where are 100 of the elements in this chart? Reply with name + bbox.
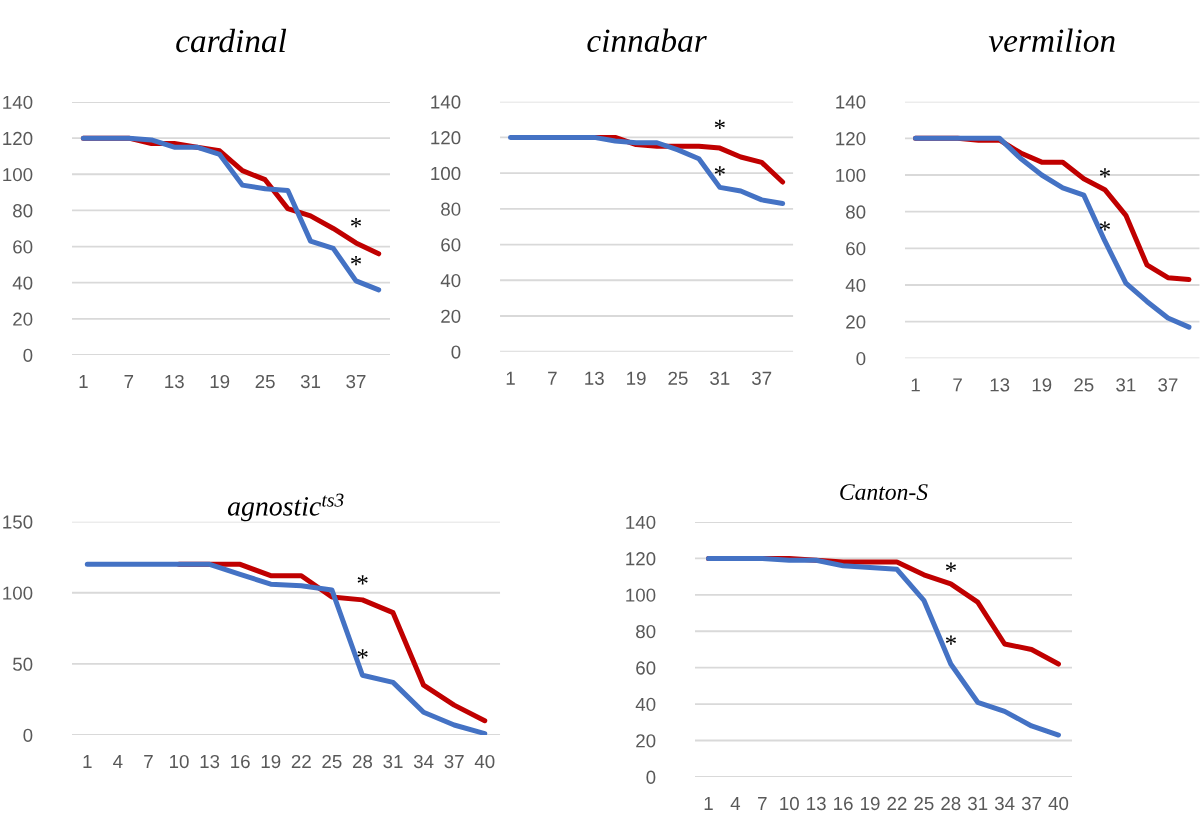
x-tick-label: 7 [953,378,962,392]
y-tick-label: 100 [3,586,33,600]
annotation: * [714,166,725,176]
annotation: * [945,635,956,645]
y-tick-label: 40 [12,276,33,290]
x-tick-label: 25 [1074,378,1094,392]
y-tick-label: 40 [440,273,461,288]
annotation: * [350,218,362,228]
x-tick-label: 31 [1116,378,1136,392]
x-tick-label: 1 [79,375,88,388]
y-tick-label: 100 [626,588,656,602]
y-tick-label: 140 [431,95,461,109]
x-tick-label: 25 [914,796,934,811]
y-tick-label: 150 [3,515,33,529]
y-tick-label: 20 [13,312,33,326]
y-tick-label: 50 [13,657,33,671]
x-tick-label: 22 [291,754,311,768]
chart-title: cinnabar [587,28,707,53]
x-tick-label: 40 [1048,796,1069,811]
y-tick-label: 100 [836,168,866,182]
y-tick-label: 40 [845,278,866,292]
x-tick-label: 1 [83,755,92,768]
annotation: * [714,119,725,129]
y-tick-label: 140 [626,515,656,529]
annotation: * [357,575,368,585]
x-tick-label: 34 [413,754,434,769]
y-tick-label: 140 [3,95,33,109]
x-tick-label: 37 [751,371,772,385]
y-tick-label: 120 [626,552,656,566]
y-tick-label: 60 [441,238,461,252]
y-tick-label: 80 [441,202,461,216]
x-tick-label: 40 [474,754,495,769]
chart-title: Canton-S [840,484,928,501]
x-tick-label: 1 [506,371,515,385]
y-tick-label: 120 [836,132,866,146]
x-tick-label: 37 [1021,796,1042,811]
x-tick-label: 13 [807,796,826,811]
x-tick-label: 10 [780,796,799,811]
x-tick-label: 19 [861,796,880,811]
y-tick-label: 20 [441,309,461,323]
x-tick-label: 19 [1032,378,1052,392]
x-tick-label: 31 [383,754,403,769]
y-tick-label: 80 [846,205,866,219]
x-tick-label: 31 [967,796,988,811]
x-tick-label: 19 [210,374,230,389]
y-tick-label: 0 [23,728,33,742]
x-tick-label: 16 [231,754,250,769]
x-tick-label: 13 [990,378,1010,392]
y-tick-label: 20 [846,315,866,329]
y-tick-label: 0 [23,348,33,362]
x-tick-label: 37 [444,754,464,769]
x-tick-label: 1 [704,797,713,810]
y-tick-label: 140 [836,95,866,109]
x-tick-label: 25 [668,371,688,385]
x-tick-label: 25 [255,374,275,389]
x-tick-label: 37 [1158,378,1178,392]
annotation: * [1099,168,1110,178]
annotation: * [357,649,368,659]
x-tick-label: 16 [834,796,853,811]
y-tick-label: 0 [451,345,461,359]
x-tick-label: 22 [887,796,907,810]
x-tick-label: 13 [165,374,184,389]
y-tick-label: 80 [636,624,656,639]
y-tick-label: 80 [13,204,33,218]
x-tick-label: 19 [261,754,281,769]
y-tick-label: 100 [3,167,33,182]
x-tick-label: 10 [170,754,189,769]
x-tick-label: 7 [124,375,134,388]
annotation: * [350,256,362,266]
x-tick-label: 4 [730,797,741,810]
y-tick-label: 60 [846,242,866,256]
x-tick-label: 4 [113,755,123,768]
y-tick-label: 40 [635,697,656,712]
x-tick-label: 13 [585,371,604,385]
chart-title: cardinal [176,28,287,53]
x-tick-label: 31 [710,371,730,385]
y-tick-label: 0 [856,352,866,366]
x-tick-label: 37 [346,374,366,389]
x-tick-label: 25 [322,754,342,769]
chart-title: agnostic$^{ts3}$ [227,493,344,522]
x-tick-label: 28 [352,754,373,769]
x-tick-label: 13 [200,754,220,769]
x-tick-label: 7 [548,371,557,385]
y-tick-label: 60 [636,661,656,675]
annotation: * [945,562,956,572]
y-tick-label: 0 [646,770,656,784]
y-tick-label: 120 [3,131,33,146]
annotation: * [1099,221,1110,231]
x-tick-label: 7 [144,755,153,768]
x-tick-label: 31 [300,374,321,389]
x-tick-label: 1 [911,378,920,392]
x-tick-label: 19 [627,371,646,385]
y-tick-label: 120 [431,131,461,145]
y-tick-label: 100 [431,166,461,181]
x-tick-label: 7 [758,797,767,810]
y-tick-label: 20 [636,734,656,748]
chart-title: vermilion [988,28,1115,52]
x-tick-label: 28 [941,796,961,811]
y-tick-label: 60 [13,240,33,254]
x-tick-label: 34 [994,796,1015,811]
